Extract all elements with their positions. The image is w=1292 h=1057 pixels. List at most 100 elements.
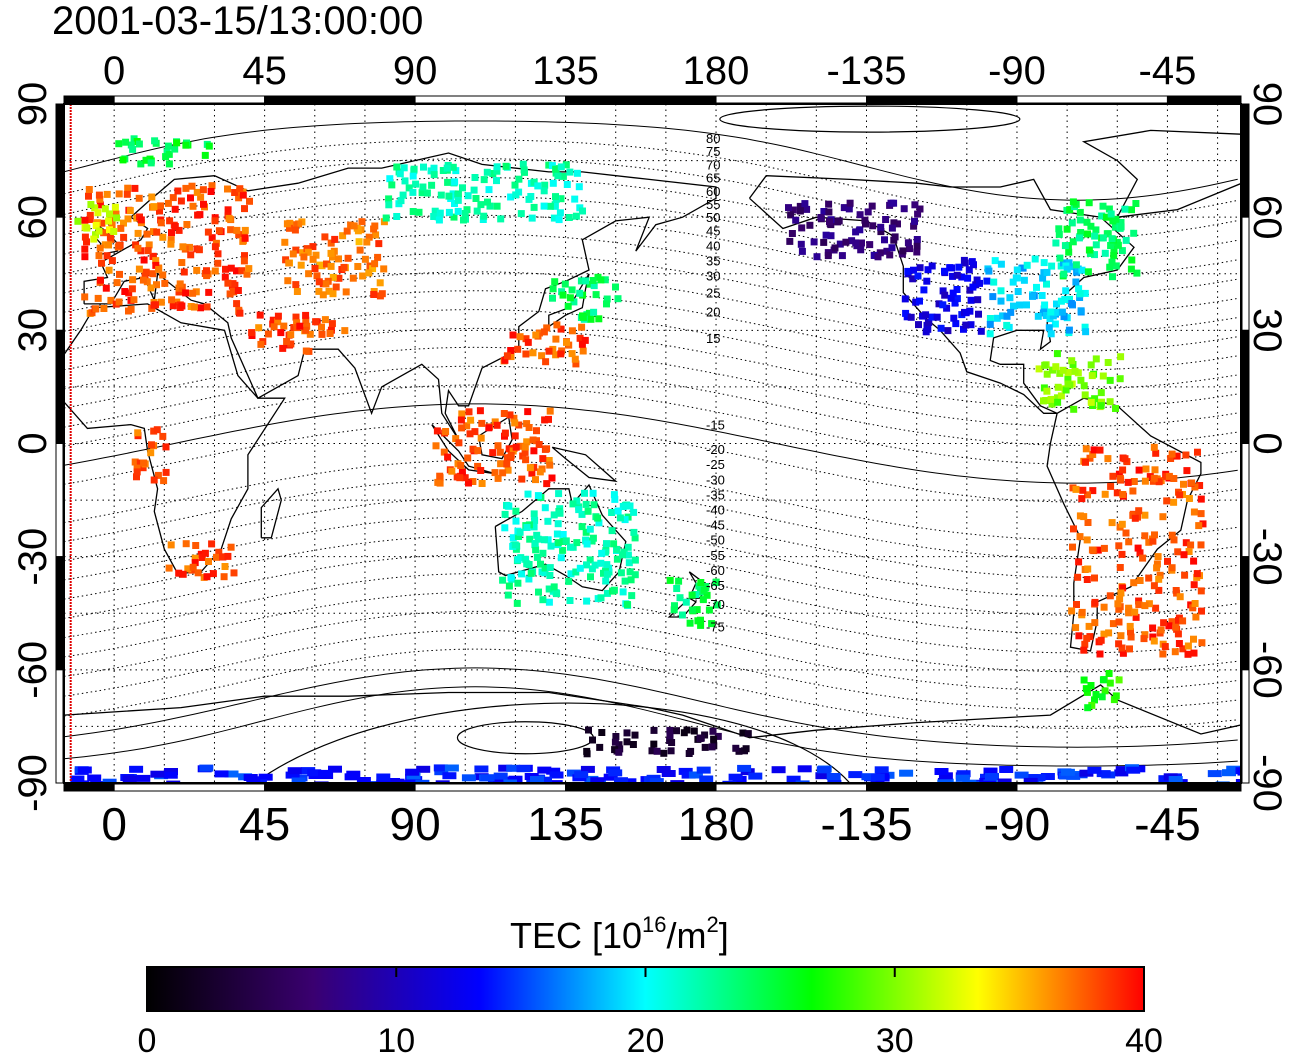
tec-cell: [907, 313, 915, 321]
tec-cell: [1099, 202, 1107, 210]
tec-cell: [1165, 622, 1173, 630]
tec-cell: [537, 766, 552, 774]
tec-cell: [469, 478, 477, 485]
tec-cell: [322, 280, 330, 288]
tec-cell: [1127, 633, 1135, 641]
top-tick-label: 180: [683, 49, 750, 93]
magnetic-contour: [64, 384, 1238, 465]
tec-cell: [700, 586, 708, 594]
tec-cell: [1115, 542, 1123, 550]
tec-cell: [598, 549, 606, 557]
tec-cell: [582, 500, 590, 508]
tec-cell: [551, 278, 559, 286]
tec-cell: [86, 211, 94, 219]
tec-cell: [361, 255, 369, 263]
tec-cell: [827, 779, 842, 783]
tec-cell: [1052, 239, 1060, 247]
tec-cell: [856, 226, 864, 234]
tec-cell: [1119, 466, 1127, 474]
tec-cell: [838, 252, 846, 260]
tec-cell: [586, 280, 594, 288]
tec-cell: [910, 222, 918, 230]
tec-cell: [129, 765, 144, 773]
tec-cell: [575, 183, 583, 191]
tec-cell: [1145, 538, 1153, 546]
tec-cell: [946, 264, 954, 272]
tec-cell: [989, 293, 997, 301]
tec-cell: [536, 468, 544, 476]
tec-cell: [182, 289, 190, 297]
tec-cell: [1074, 573, 1082, 581]
tec-cell: [399, 191, 407, 199]
right-tick-label: -30: [1245, 528, 1289, 586]
tec-cell: [1172, 623, 1180, 631]
tec-cell: [501, 356, 509, 364]
tec-cell: [944, 327, 952, 335]
tec-cell: [243, 270, 251, 278]
tec-cell: [1141, 602, 1149, 610]
tec-cell: [445, 208, 453, 216]
tec-cell: [1196, 482, 1204, 489]
tec-cell: [891, 233, 899, 241]
tec-cell: [1106, 398, 1114, 406]
tec-cell: [137, 216, 145, 224]
tec-cell: [1190, 581, 1198, 589]
coastline: [548, 273, 590, 328]
tec-cell: [503, 460, 511, 468]
tec-cell: [1152, 604, 1160, 612]
tec-cell: [861, 216, 869, 224]
tec-cell: [321, 316, 329, 324]
tec-cell: [374, 253, 382, 261]
tec-cell: [1087, 766, 1102, 774]
tec-cell: [105, 241, 112, 249]
tec-cell: [1113, 489, 1121, 497]
graticule-grid: [64, 104, 1241, 783]
tec-cell: [916, 264, 924, 272]
border-bar: [55, 669, 64, 784]
tec-cell: [1121, 455, 1129, 463]
tec-cell: [359, 272, 367, 280]
tec-cell: [535, 441, 543, 448]
tec-cell: [580, 765, 595, 773]
tec-cell: [440, 448, 448, 456]
tec-cell: [183, 221, 191, 228]
tec-cell: [1088, 372, 1096, 380]
tec-cell: [1112, 215, 1120, 223]
right-tick-label: -60: [1245, 641, 1289, 699]
tec-cell: [1076, 512, 1084, 520]
tec-cell: [1191, 600, 1199, 607]
tec-cell: [178, 259, 186, 266]
magnetic-contour: [64, 120, 1238, 201]
tec-cell: [409, 208, 417, 215]
tec-cell: [1180, 480, 1187, 488]
tec-cell: [470, 186, 478, 194]
colorbar-tick-label: 30: [876, 1022, 914, 1057]
tec-cell: [1064, 375, 1072, 383]
tec-cell: [1042, 312, 1050, 319]
tec-cell: [506, 764, 521, 772]
tec-cell: [545, 347, 553, 355]
tec-cell: [465, 479, 472, 487]
tec-cell: [293, 288, 301, 295]
tec-cell: [1168, 776, 1183, 783]
tec-cell: [653, 747, 661, 755]
border-bar: [715, 95, 867, 104]
tec-cell: [570, 298, 578, 306]
contour-label: -65: [706, 578, 725, 593]
tec-cell: [77, 766, 92, 774]
tec-cell: [122, 775, 137, 783]
tec-cell: [789, 206, 797, 214]
tec-cell: [312, 251, 320, 259]
contour-label: 20: [706, 304, 720, 319]
magnetic-contour: [64, 497, 1238, 578]
tec-cell: [512, 191, 520, 199]
tec-cell: [323, 260, 330, 268]
tec-cell: [827, 232, 835, 240]
tec-cell: [1082, 685, 1090, 693]
tec-cell: [1194, 448, 1201, 456]
tec-cell: [798, 247, 806, 255]
tec-cell: [846, 199, 854, 207]
tec-cell: [522, 555, 530, 563]
left-tick-label: 30: [11, 308, 55, 353]
tec-cell: [380, 218, 388, 226]
